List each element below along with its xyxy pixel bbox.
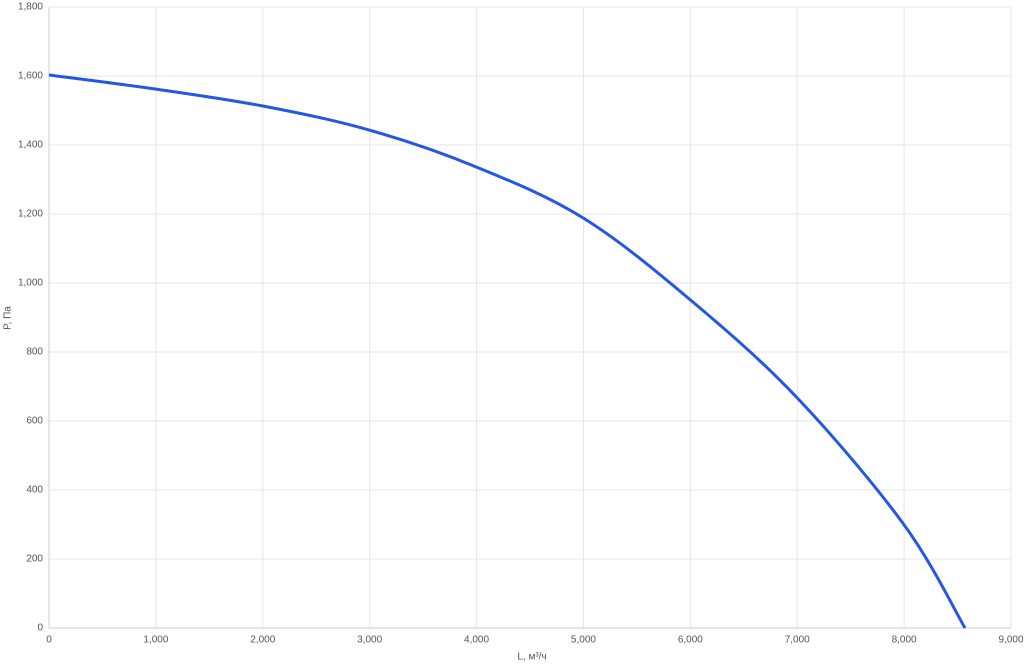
x-tick-label: 5,000 <box>571 635 596 646</box>
x-tick-label: 6,000 <box>678 635 703 646</box>
x-tick-label: 8,000 <box>892 635 917 646</box>
x-tick-label: 9,000 <box>998 635 1023 646</box>
x-tick-label: 4,000 <box>464 635 489 646</box>
x-tick-label: 0 <box>46 635 52 646</box>
y-tick-label: 800 <box>26 347 43 358</box>
y-tick-label: 200 <box>26 554 43 565</box>
y-axis-label: P, Па <box>3 306 14 330</box>
x-tick-label: 3,000 <box>357 635 382 646</box>
y-tick-label: 1,200 <box>18 209 43 220</box>
y-tick-label: 1,000 <box>18 278 43 289</box>
x-tick-label: 1,000 <box>143 635 168 646</box>
y-tick-label: 0 <box>37 623 43 634</box>
x-axis-label: L, м³/ч <box>517 652 546 663</box>
x-tick-label: 2,000 <box>250 635 275 646</box>
line-series <box>48 73 967 629</box>
y-tick-label: 1,600 <box>18 71 43 82</box>
x-tick-label: 7,000 <box>785 635 810 646</box>
y-tick-label: 400 <box>26 485 43 496</box>
y-tick-label: 1,400 <box>18 140 43 151</box>
y-tick-label: 600 <box>26 416 43 427</box>
y-tick-label: 1,800 <box>18 2 43 13</box>
